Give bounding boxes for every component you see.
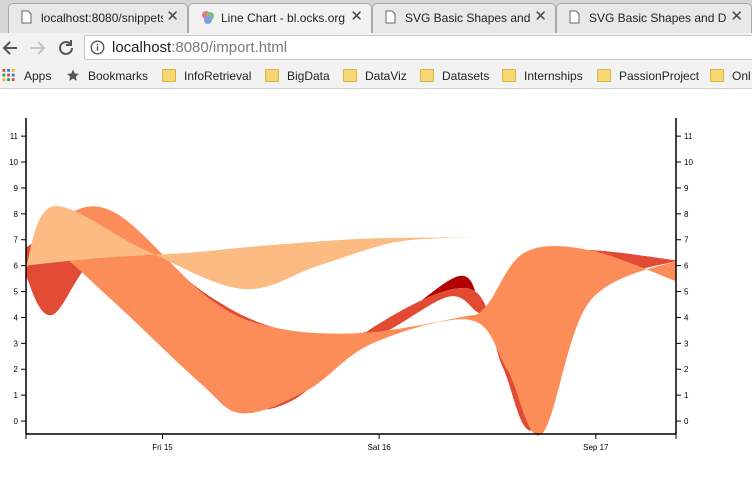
bookmark-label: Datasets (442, 69, 490, 83)
bookmark-label: PassionProject (619, 69, 700, 83)
x-axis: Fri 15 Sat 16 Sep 17 (25, 433, 677, 452)
y-tick-label-right: 11 (684, 132, 693, 141)
close-icon[interactable]: ✕ (730, 8, 743, 25)
close-icon[interactable]: ✕ (166, 8, 179, 25)
folder-icon (420, 69, 434, 82)
apps-grid-icon (2, 69, 15, 82)
bookmark-label: Bookmarks (88, 69, 149, 83)
browser-toolbar: localhost:8080/import.html (0, 33, 752, 63)
blocks-icon (202, 11, 214, 24)
folder-icon (502, 69, 516, 82)
bookmark-label: Onl (732, 69, 751, 83)
address-bar[interactable]: localhost:8080/import.html (84, 35, 752, 60)
chart-areas (26, 205, 676, 436)
back-arrow-icon[interactable] (0, 37, 22, 59)
y-tick-label-right: 5 (684, 288, 689, 297)
y-tick-label-right: 2 (684, 365, 689, 374)
tab-svg-shapes-2[interactable]: SVG Basic Shapes and D ✕ (556, 3, 752, 33)
bookmark-label: Internships (524, 69, 583, 83)
y-tick-label-right: 10 (684, 158, 693, 167)
x-tick-label: Fri 15 (152, 443, 173, 452)
tab-title: SVG Basic Shapes and D (589, 11, 727, 25)
close-icon[interactable]: ✕ (350, 8, 363, 25)
page-icon (569, 10, 580, 24)
folder-icon (343, 69, 357, 82)
y-tick-label-left: 6 (14, 262, 19, 271)
y-tick-label-right: 4 (684, 313, 689, 322)
y-tick-label-right: 0 (684, 417, 689, 426)
folder-icon (710, 69, 724, 82)
y-tick-label-left: 0 (14, 417, 19, 426)
y-tick-label-right: 6 (684, 262, 689, 271)
page-icon (21, 10, 32, 24)
tab-svg-shapes-1[interactable]: SVG Basic Shapes and D ✕ (372, 3, 556, 33)
y-axis-left: 0 1 2 3 4 5 6 7 8 9 10 11 (9, 118, 27, 434)
address-url: localhost:8080/import.html (112, 39, 287, 56)
bookmark-label: InfoRetrieval (184, 69, 252, 83)
y-tick-label-left: 10 (9, 158, 18, 167)
streamgraph-chart: 0 1 2 3 4 5 6 7 8 9 10 11 0 1 2 3 4 5 6 7 8 9 10 11 Fri 15 Sat … (9, 118, 693, 452)
folder-icon (265, 69, 279, 82)
tab-title: localhost:8080/snippets (41, 11, 163, 25)
bookmark-label: Apps (24, 69, 52, 83)
x-tick-label: Sep 17 (583, 443, 609, 452)
x-tick-label: Sat 16 (368, 443, 392, 452)
bookmark-label: DataViz (365, 69, 407, 83)
area-series-3 (26, 205, 471, 290)
y-tick-label-left: 3 (14, 339, 19, 348)
y-tick-label-left: 9 (14, 184, 19, 193)
y-tick-label-right: 7 (684, 236, 689, 245)
area-series-2 (26, 206, 676, 436)
y-tick-label-right: 1 (684, 391, 689, 400)
y-tick-label-right: 3 (684, 339, 689, 348)
folder-icon (162, 69, 176, 82)
y-tick-label-left: 7 (14, 236, 19, 245)
page-icon (385, 10, 396, 24)
reload-icon[interactable] (55, 37, 77, 59)
bookmark-label: BigData (287, 69, 330, 83)
forward-arrow-icon[interactable] (26, 37, 48, 59)
tab-line-chart[interactable]: Line Chart - bl.ocks.org ✕ (188, 3, 372, 33)
tab-title: SVG Basic Shapes and D (405, 11, 531, 25)
url-host: localhost (112, 39, 172, 56)
y-tick-label-right: 9 (684, 184, 689, 193)
tab-snippets[interactable]: localhost:8080/snippets ✕ (8, 3, 188, 33)
y-tick-label-left: 11 (10, 132, 19, 141)
y-tick-label-left: 8 (14, 210, 19, 219)
y-tick-label-left: 5 (14, 288, 19, 297)
y-tick-label-left: 2 (14, 365, 19, 374)
y-tick-label-left: 4 (14, 313, 19, 322)
url-path: :8080/import.html (171, 39, 288, 56)
tab-title: Line Chart - bl.ocks.org (221, 11, 346, 25)
star-icon (66, 69, 80, 81)
y-tick-label-right: 8 (684, 210, 689, 219)
y-tick-label-left: 1 (14, 391, 19, 400)
bookmarks-bar: Apps Bookmarks InfoRetrieval BigData Dat… (0, 63, 752, 89)
folder-icon (597, 69, 611, 82)
close-icon[interactable]: ✕ (534, 8, 547, 25)
tab-strip: localhost:8080/snippets ✕ Line Chart - b… (0, 0, 752, 33)
y-axis-right: 0 1 2 3 4 5 6 7 8 9 10 11 (675, 118, 693, 434)
info-icon[interactable] (90, 40, 105, 55)
